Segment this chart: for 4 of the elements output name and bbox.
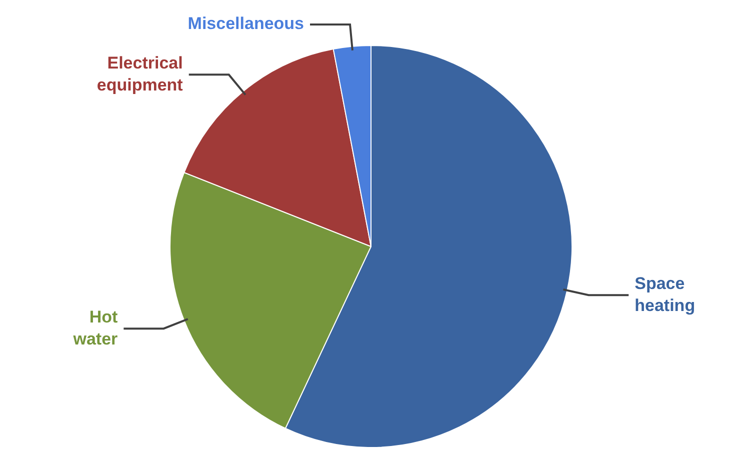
slice-label: Electrical equipment <box>96 53 184 94</box>
slice-label: Space heating <box>634 274 696 315</box>
slice-label: Hot water <box>72 307 118 348</box>
slice-label: Miscellaneous <box>188 14 304 34</box>
